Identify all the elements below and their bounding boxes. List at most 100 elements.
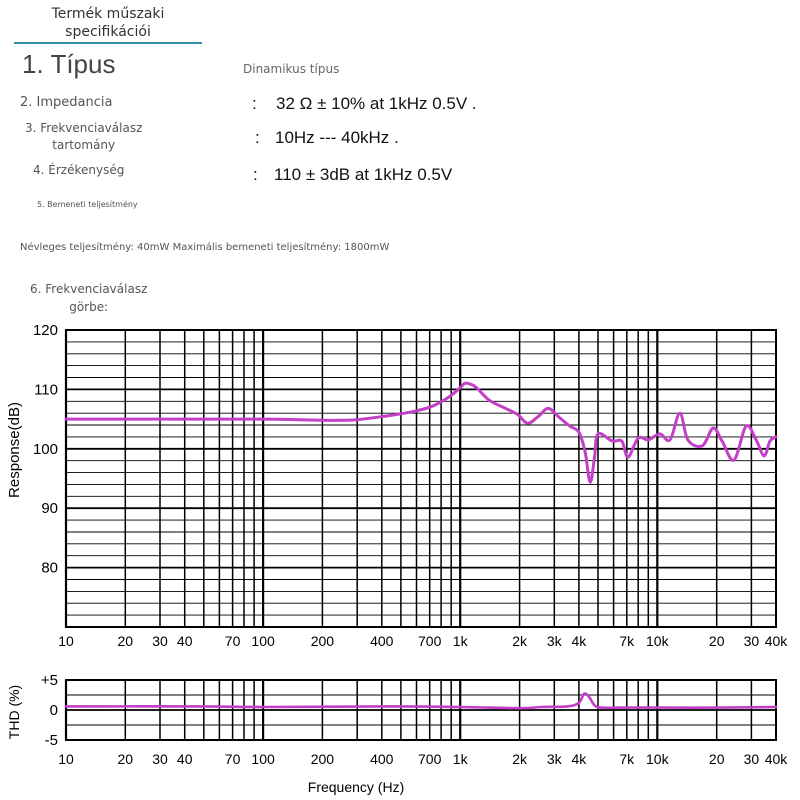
data-point (526, 422, 529, 425)
data-point (64, 705, 68, 708)
y-tick-label: 80 (41, 560, 58, 577)
data-point (686, 438, 690, 442)
x-tick-label: 30 (744, 751, 760, 767)
data-point (340, 419, 343, 422)
data-point (600, 706, 603, 709)
sensitivity-separator: : (253, 165, 258, 184)
data-point (399, 705, 403, 708)
data-point (678, 412, 681, 415)
data-point (415, 409, 418, 412)
data-point (296, 418, 299, 421)
x-tick-label: 40 (177, 633, 193, 649)
y-tick-label: 120 (33, 322, 58, 339)
x-tick-label: 40 (177, 751, 193, 767)
plot-frame (65, 329, 777, 628)
data-point (547, 407, 550, 410)
x-tick-label: 1k (453, 633, 469, 649)
data-point (124, 417, 127, 421)
response-curve (64, 381, 778, 484)
x-tick-label: 100 (251, 751, 275, 767)
x-tick-label: 10k (646, 633, 670, 649)
x-tick-label: 20 (118, 633, 134, 649)
y-tick-label: -5 (45, 732, 58, 749)
x-tick-label: 4k (572, 633, 588, 649)
y-tick-label: +5 (41, 672, 58, 689)
freq-range-label: 3. Frekvenciaválasz tartomány (25, 120, 142, 154)
y-axis-label: THD (%) (6, 685, 22, 739)
data-point (474, 385, 477, 389)
data-point (715, 706, 718, 709)
freq-range-label-line-1: 3. Frekvenciaválasz (25, 121, 143, 135)
data-point (261, 417, 265, 421)
data-point (261, 705, 265, 709)
curve-heading: 6. Frekvenciaválasz görbe: (30, 280, 147, 316)
response-chart: 10 20 30 40 70 100 200 400 700 1k 2k 3k 4k 7k 10k 20 30 4… (6, 322, 788, 649)
title-line-2: specifikációi (65, 24, 151, 40)
data-point (712, 426, 715, 430)
plot-frame (65, 679, 777, 741)
title-underline (14, 42, 202, 44)
data-point (428, 406, 431, 409)
data-point (540, 705, 544, 709)
x-tick-label: 30 (152, 633, 168, 649)
data-point (516, 413, 519, 416)
x-tick-label: 70 (225, 751, 241, 767)
data-point (202, 417, 205, 421)
x-tick-label: 700 (418, 633, 442, 649)
data-point (399, 412, 403, 415)
x-tick-label: 10k (646, 751, 670, 767)
data-point (762, 454, 766, 458)
x-tick-label: 20 (709, 633, 725, 649)
data-point (744, 425, 748, 428)
data-point (656, 706, 659, 709)
x-axis-label: Frequency (Hz) (308, 779, 404, 795)
data-point (380, 415, 383, 418)
x-tick-label: 40k (765, 633, 789, 649)
thd-chart: 10 20 30 40 70 100 200 400 700 1k 2k 3k 4k 7k 10k 20 30 4… (6, 672, 788, 795)
data-point (593, 456, 596, 459)
data-point (626, 455, 630, 459)
data-point (558, 416, 561, 420)
x-tick-label: 3k (547, 633, 563, 649)
x-tick-label: 40k (765, 751, 789, 767)
data-point (774, 435, 778, 439)
data-point (537, 414, 540, 418)
data-point (583, 450, 587, 453)
impedance-value: 32 Ω ± 10% at 1kHz 0.5V . (276, 94, 477, 113)
x-tick-label: 400 (370, 633, 394, 649)
spec-sheet-title: Termék műszaki specifikációi (14, 5, 202, 41)
y-tick-label: 90 (41, 500, 58, 517)
data-point (504, 407, 507, 410)
y-tick-label: 0 (50, 702, 58, 719)
data-point (611, 439, 614, 443)
x-tick-label: 10 (58, 751, 74, 767)
freq-range-separator: : (255, 128, 260, 147)
data-point (720, 439, 724, 443)
x-tick-label: 200 (311, 633, 335, 649)
y-tick-label: 110 (34, 381, 58, 398)
x-tick-label: 2k (512, 751, 528, 767)
x-tick-label: 7k (619, 751, 635, 767)
data-point (439, 400, 443, 404)
data-point (321, 419, 324, 422)
x-tick-label: 7k (619, 633, 635, 649)
sensitivity-label: 4. Érzékenység (33, 163, 125, 177)
data-point (732, 458, 736, 462)
type-heading: 1. Típus (22, 49, 116, 79)
curve-heading-line-2: görbe: (69, 300, 109, 314)
data-point (459, 705, 462, 709)
data-point (467, 382, 470, 385)
x-tick-label: 400 (370, 751, 394, 767)
data-point (582, 692, 586, 695)
y-axis-label: Response(dB) (6, 402, 23, 498)
x-tick-label: 200 (311, 751, 335, 767)
data-point (202, 705, 205, 708)
x-tick-label: 700 (418, 751, 442, 767)
x-tick-label: 10 (58, 633, 74, 649)
thd-curve (64, 692, 778, 710)
data-point (774, 705, 778, 709)
sensitivity-value: 110 ± 3dB at 1kHz 0.5V (274, 165, 453, 184)
data-point (566, 705, 569, 708)
input-power-label: 5. Bemeneti teljesítmény (37, 200, 138, 209)
data-point (577, 431, 581, 434)
